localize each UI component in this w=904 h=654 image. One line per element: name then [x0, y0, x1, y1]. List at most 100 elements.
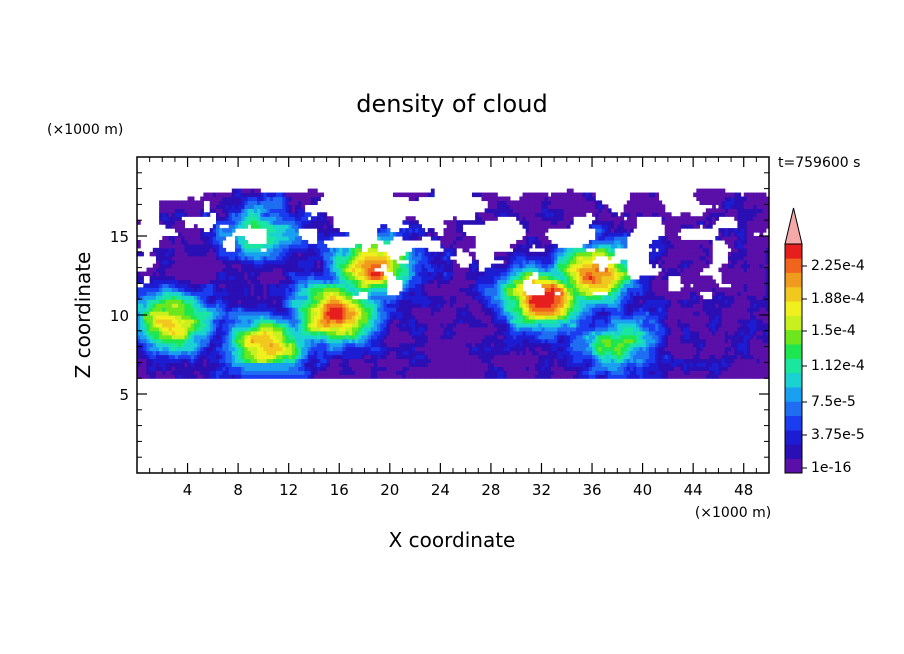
heatmap-cell: [276, 287, 280, 292]
heatmap-cell: [655, 318, 659, 324]
heatmap-cell: [617, 358, 622, 363]
heatmap-cell: [626, 334, 631, 340]
heatmap-cell: [396, 330, 400, 336]
heatmap-cell: [332, 318, 337, 324]
heatmap-cell: [573, 295, 577, 300]
heatmap-cell: [143, 342, 148, 348]
heatmap-cell: [301, 318, 306, 324]
heatmap-cell: [721, 287, 726, 292]
heatmap-cell: [535, 346, 539, 352]
heatmap-cell: [178, 315, 182, 320]
heatmap-cell: [588, 279, 593, 284]
heatmap-cell: [765, 374, 769, 379]
heatmap-cell: [323, 299, 328, 304]
heatmap-cell: [342, 287, 347, 292]
heatmap-cell: [367, 318, 372, 324]
heatmap-cell: [734, 318, 738, 324]
heatmap-cell: [146, 370, 151, 375]
heatmap-cell: [137, 338, 141, 344]
heatmap-cell: [396, 342, 400, 348]
heatmap-cell: [298, 330, 302, 336]
heatmap-cell: [291, 350, 296, 356]
heatmap-cell: [569, 287, 574, 292]
heatmap-cell: [247, 279, 252, 284]
heatmap-cell: [295, 338, 299, 344]
heatmap-cell: [288, 318, 293, 324]
heatmap-cell: [355, 275, 359, 281]
heatmap-cell: [753, 315, 757, 320]
heatmap-cell: [746, 295, 751, 300]
heatmap-cell: [263, 295, 268, 300]
heatmap-cell: [137, 334, 141, 340]
heatmap-cell: [152, 299, 157, 304]
heatmap-cell: [468, 366, 473, 371]
heatmap-cell: [298, 275, 302, 281]
heatmap-cell: [642, 338, 647, 344]
heatmap-cell: [598, 374, 603, 379]
heatmap-cell: [181, 338, 185, 344]
heatmap-cell: [326, 350, 331, 356]
heatmap-cell: [351, 370, 356, 375]
heatmap-cell: [143, 326, 148, 332]
heatmap-cell: [298, 358, 302, 363]
heatmap-cell: [724, 338, 729, 344]
heatmap-cell: [462, 287, 467, 292]
heatmap-cell: [690, 374, 694, 379]
heatmap-cell: [257, 311, 261, 316]
heatmap-cell: [667, 295, 672, 300]
heatmap-cell: [203, 303, 208, 308]
heatmap-cell: [456, 283, 460, 288]
heatmap-cell: [566, 362, 571, 367]
heatmap-cell: [197, 370, 201, 375]
heatmap-cell: [699, 303, 704, 308]
heatmap-cell: [696, 299, 701, 304]
heatmap-cell: [181, 311, 185, 316]
heatmap-cell: [601, 338, 606, 344]
heatmap-cell: [253, 287, 258, 292]
heatmap-cell: [374, 315, 378, 320]
heatmap-cell: [636, 303, 641, 308]
heatmap-cell: [765, 326, 769, 332]
heatmap-cell: [680, 354, 685, 360]
heatmap-cell: [155, 354, 160, 360]
heatmap-cell: [342, 283, 347, 288]
heatmap-cell: [614, 346, 618, 352]
heatmap-cell: [522, 354, 527, 360]
heatmap-cell: [573, 311, 577, 316]
heatmap-cell: [253, 283, 258, 288]
heatmap-cell: [592, 358, 596, 363]
heatmap-cell: [377, 366, 381, 371]
heatmap-cell: [712, 334, 716, 340]
heatmap-cell: [453, 362, 457, 367]
heatmap-cell: [671, 358, 675, 363]
heatmap-cell: [140, 318, 144, 324]
heatmap-cell: [475, 362, 479, 367]
heatmap-cell: [563, 322, 568, 328]
heatmap-cell: [269, 346, 274, 352]
heatmap-cell: [374, 334, 378, 340]
heatmap-cell: [582, 291, 587, 296]
heatmap-cell: [408, 358, 413, 363]
heatmap-cell: [544, 334, 549, 340]
heatmap-cell: [718, 326, 723, 332]
heatmap-cell: [579, 354, 584, 360]
heatmap-cell: [560, 283, 565, 288]
heatmap-cell: [222, 334, 227, 340]
y-unit-label: (×1000 m): [47, 122, 123, 138]
heatmap-cell: [174, 322, 179, 328]
heatmap-cell: [219, 291, 223, 296]
heatmap-cell: [500, 350, 505, 356]
heatmap-cell: [592, 283, 596, 288]
heatmap-cell: [592, 370, 596, 375]
heatmap-cell: [525, 350, 530, 356]
heatmap-cell: [743, 334, 748, 340]
heatmap-cell: [636, 330, 641, 336]
heatmap-cell: [737, 362, 742, 367]
heatmap-cell: [690, 362, 694, 367]
heatmap-cell: [519, 374, 524, 379]
heatmap-cell: [740, 315, 745, 320]
heatmap-cell: [291, 291, 296, 296]
heatmap-cell: [686, 338, 691, 344]
heatmap-cell: [326, 287, 331, 292]
heatmap-cell: [260, 330, 264, 336]
